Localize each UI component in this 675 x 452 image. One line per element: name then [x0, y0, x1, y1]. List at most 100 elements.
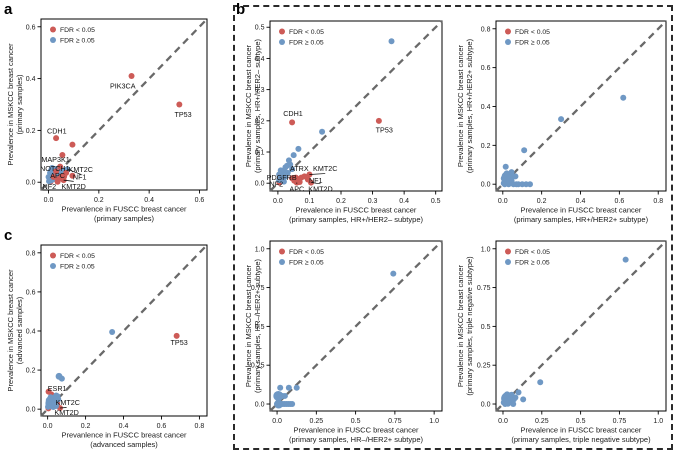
identity-line — [40, 244, 208, 417]
data-point — [390, 270, 397, 277]
data-point — [527, 181, 533, 188]
gene-label: TP53 — [376, 126, 393, 135]
identity-line — [40, 18, 208, 191]
data-point — [620, 94, 627, 101]
x-tick-label: 0.6 — [195, 197, 205, 204]
data-point — [277, 384, 284, 391]
data-point — [296, 178, 303, 185]
x-tick-label: 0.5 — [576, 418, 586, 425]
legend-fdr-significant-dot — [50, 252, 56, 259]
y-axis-title: Prevalence in MSKCC breast cancer — [6, 43, 15, 166]
legend-fdr-nonsignificant-label: FDR ≥ 0.05 — [289, 39, 324, 46]
legend-fdr-nonsignificant-dot — [505, 39, 511, 45]
data-point — [558, 116, 565, 123]
x-tick-label: 0.4 — [144, 197, 154, 204]
x-tick-label: 0.2 — [81, 423, 91, 430]
panel-label-a: a — [4, 1, 13, 18]
legend-fdr-significant-label: FDR < 0.05 — [289, 29, 324, 36]
x-tick-label: 0.5 — [431, 198, 441, 205]
data-point — [512, 173, 519, 180]
x-tick-label: 0.4 — [576, 198, 586, 205]
gene-label: KMT2C — [313, 164, 337, 173]
data-point — [63, 169, 70, 176]
data-point — [53, 392, 60, 399]
data-point — [502, 163, 509, 170]
legend-fdr-significant-label: FDR < 0.05 — [515, 29, 550, 36]
data-point — [510, 401, 517, 408]
data-point — [285, 384, 292, 391]
data-point — [289, 401, 296, 408]
y-axis-title: (primary samples) — [15, 74, 24, 135]
y-axis-title: Prevalence in MSKCC breast cancer — [456, 44, 465, 167]
x-tick-label: 0.4 — [119, 423, 129, 430]
y-tick-label: 0.4 — [26, 328, 36, 335]
scatter-panel-b-hrpos-her2neg: 0.0 0.1 0.2 0.3 0.4 0.5 0.0 0.1 0.2 0.3 0.4 0.5 Prev… — [244, 20, 443, 224]
data-point — [622, 256, 629, 263]
legend-fdr-nonsignificant-dot — [50, 263, 56, 269]
data-point — [59, 152, 66, 159]
gene-label: KMT2D — [62, 182, 86, 191]
data-point — [521, 147, 528, 154]
x-tick-label: 0.0 — [44, 197, 54, 204]
x-tick-label: 0.2 — [537, 198, 547, 205]
legend-fdr-nonsignificant-dot — [279, 39, 285, 45]
scatter-panel-c-advanced: 0.0 0.2 0.4 0.6 0.8 0.0 0.2 0.4 0.6 0.8 Prevanlenc… — [6, 244, 208, 449]
label-leader-line — [59, 407, 67, 409]
legend-fdr-significant-dot — [279, 248, 285, 255]
legend-fdr-nonsignificant-label: FDR ≥ 0.05 — [60, 263, 95, 270]
label-leader-line — [63, 179, 74, 182]
legend-fdr-significant-dot — [505, 28, 511, 35]
data-point — [520, 396, 527, 403]
y-tick-label: 0.25 — [251, 363, 265, 370]
data-point — [69, 172, 76, 179]
gene-label: KMT2C — [69, 165, 93, 174]
legend-fdr-significant-dot — [505, 248, 511, 255]
identity-line — [495, 240, 667, 412]
x-axis-title: Prevanlence in FUSCC breast cancer — [293, 426, 419, 435]
data-point — [503, 170, 510, 177]
data-point — [45, 174, 52, 181]
x-tick-label: 0.6 — [615, 198, 625, 205]
data-point — [58, 375, 65, 382]
y-tick-label: 0.5 — [255, 324, 265, 331]
x-tick-label: 0.0 — [273, 198, 283, 205]
x-tick-label: 0.8 — [653, 198, 663, 205]
y-tick-label: 0.0 — [481, 182, 491, 189]
y-tick-label: 0.6 — [481, 65, 491, 72]
data-point — [502, 401, 509, 408]
data-point — [45, 397, 52, 404]
data-point — [280, 178, 287, 185]
y-tick-label: 0.0 — [26, 180, 36, 187]
x-axis-title: (primary samples, HR–/HER2+ subtype) — [289, 435, 424, 444]
data-point — [388, 38, 395, 45]
data-point — [48, 167, 55, 174]
x-tick-label: 0.25 — [310, 418, 324, 425]
legend-fdr-significant-dot — [279, 28, 285, 35]
data-point — [537, 379, 544, 386]
y-tick-label: 0.8 — [26, 250, 36, 257]
y-tick-label: 1.0 — [481, 246, 491, 253]
x-axis-title: (primary samples, triple negative subtyp… — [511, 435, 651, 444]
data-point — [53, 168, 60, 175]
legend-fdr-significant-label: FDR < 0.05 — [60, 253, 95, 260]
x-tick-label: 0.0 — [498, 418, 508, 425]
x-axis-title: Prevalence in FUSCC breast cancer — [296, 206, 417, 215]
data-point — [512, 394, 519, 401]
y-tick-label: 0.2 — [255, 118, 265, 125]
y-axis-title: Prevalence in MSKCC breast cancer — [6, 269, 15, 392]
scatter-panel-a-primary: 0.0 0.2 0.4 0.6 0.0 0.2 0.4 0.6 Prevanlence in F… — [6, 18, 208, 223]
x-axis-title: Prevanlence in FUSCC breast cancer — [61, 431, 187, 440]
gene-label: APC — [289, 184, 304, 193]
data-point — [515, 389, 522, 396]
gene-label: TP53 — [175, 110, 192, 119]
x-tick-label: 1.0 — [653, 418, 663, 425]
legend-fdr-nonsignificant-dot — [50, 37, 56, 43]
legend-fdr-significant-label: FDR < 0.05 — [515, 249, 550, 256]
y-tick-label: 0.25 — [477, 363, 491, 370]
identity-line — [495, 20, 667, 192]
y-tick-label: 0.4 — [255, 56, 265, 63]
data-point — [128, 73, 135, 79]
y-tick-label: 0.6 — [26, 24, 36, 31]
label-leader-line — [310, 182, 321, 185]
x-tick-label: 0.4 — [399, 198, 409, 205]
